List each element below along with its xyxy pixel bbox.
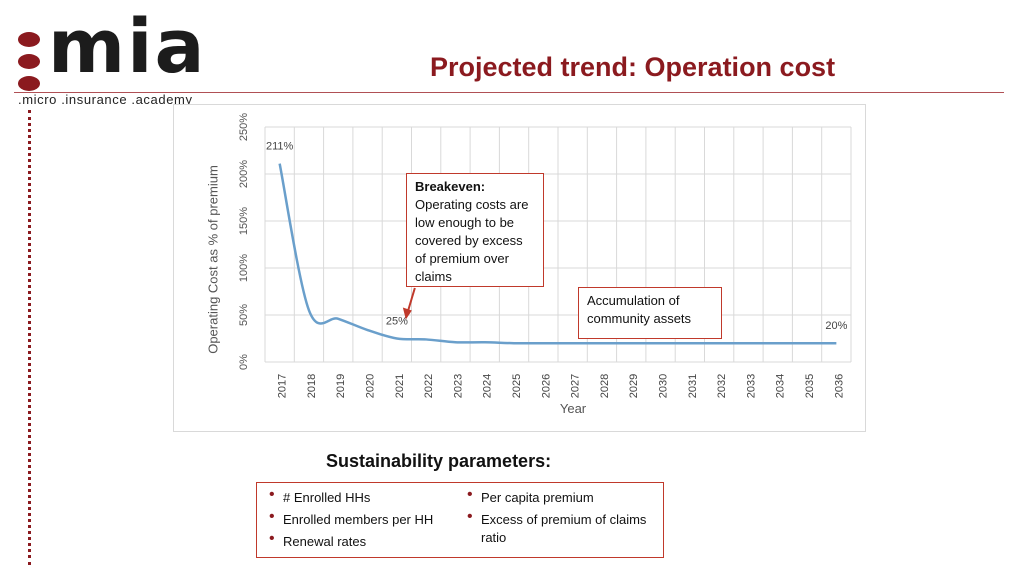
series-line: [278, 163, 837, 345]
title-divider: [14, 92, 1004, 93]
left-dotted-border: [28, 110, 31, 565]
data-label: 211%: [266, 141, 294, 153]
param-enrolled-hhs: # Enrolled HHs: [263, 486, 370, 507]
param-excess-premium-ratio: Excess of premium of claims ratio: [461, 508, 661, 547]
x-tick-label: 2031: [687, 374, 699, 398]
x-tick-label: 2018: [306, 374, 318, 398]
x-tick-label: 2032: [716, 374, 728, 398]
y-tick-label: 150%: [238, 207, 250, 235]
x-tick-label: 2028: [599, 374, 611, 398]
y-tick-label: 0%: [238, 354, 250, 370]
chart-frame: 0% 50% 100% 150% 200% 250% 2017 2018 2019 2020 202…: [173, 104, 866, 432]
logo-word: mia: [48, 4, 207, 90]
x-tick-label: 2021: [394, 374, 406, 398]
sustainability-title: Sustainability parameters:: [326, 451, 552, 471]
x-axis-title: Year: [560, 401, 587, 416]
community-assets-text: Accumulation of community assets: [587, 293, 692, 326]
x-tick-label: 2019: [335, 374, 347, 398]
sustainability-parameters-box: # Enrolled HHs Enrolled members per HH R…: [256, 482, 664, 558]
breakeven-arrow: [406, 287, 416, 312]
operation-cost-chart: 0% 50% 100% 150% 200% 250% 2017 2018 2019 2020 202…: [205, 113, 852, 416]
x-tick-label: 2026: [540, 374, 552, 398]
breakeven-callout: Breakeven: Operating costs are low enoug…: [406, 173, 544, 287]
breakeven-heading: Breakeven:: [415, 179, 486, 194]
x-tick-label: 2022: [423, 374, 435, 398]
x-tick-label: 2033: [745, 374, 757, 398]
data-label: 20%: [825, 320, 847, 332]
x-tick-label: 2030: [657, 374, 669, 398]
x-tick-label: 2035: [804, 374, 816, 398]
x-tick-label: 2025: [511, 374, 523, 398]
logo: mia .micro .insurance .academy: [14, 10, 229, 108]
y-tick-label: 100%: [238, 254, 250, 282]
page-title: Projected trend: Operation cost: [430, 52, 836, 82]
community-assets-callout: Accumulation of community assets: [578, 287, 722, 339]
x-tick-label: 2034: [775, 374, 787, 398]
param-renewal-rates: Renewal rates: [263, 530, 366, 551]
x-tick-label: 2024: [482, 374, 494, 398]
y-tick-label: 200%: [238, 160, 250, 188]
data-label: 25%: [386, 316, 408, 328]
x-tick-label: 2029: [628, 374, 640, 398]
logo-tagline: .micro .insurance .academy: [18, 92, 193, 107]
x-tick-label: 2027: [570, 374, 582, 398]
breakeven-arrowhead: [402, 307, 412, 320]
x-tick-label: 2017: [277, 374, 289, 398]
breakeven-text: Operating costs are low enough to be cov…: [415, 197, 529, 284]
y-tick-label: 50%: [238, 304, 250, 326]
x-tick-label: 2036: [833, 374, 845, 398]
x-tick-label: 2023: [452, 374, 464, 398]
param-members-per-hh: Enrolled members per HH: [263, 508, 433, 529]
x-tick-label: 2020: [364, 374, 376, 398]
y-axis-title: Operating Cost as % of premium: [205, 165, 220, 354]
logo-dots: [18, 32, 40, 92]
param-per-capita-premium: Per capita premium: [461, 486, 594, 507]
y-tick-label: 250%: [238, 113, 250, 141]
